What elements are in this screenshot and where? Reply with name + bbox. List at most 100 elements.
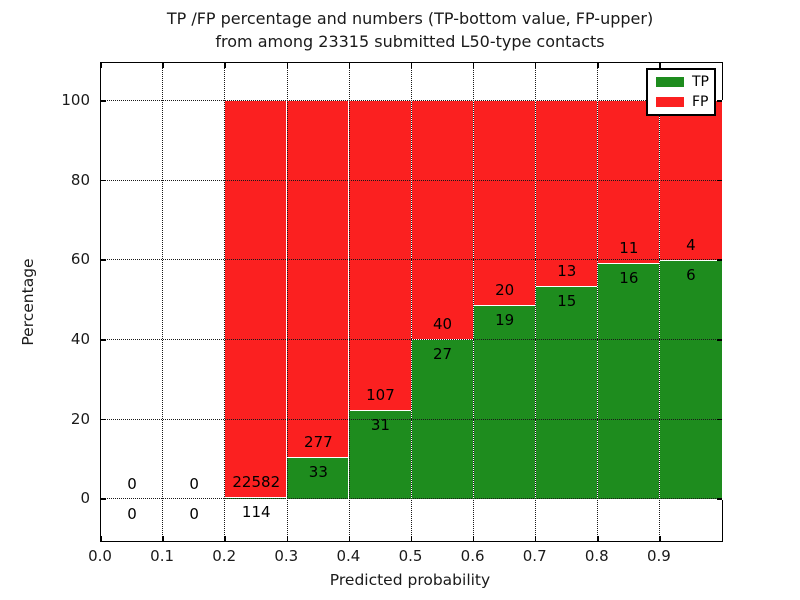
- tick-mark: [534, 536, 537, 541]
- bar-fp-segment: [224, 99, 289, 499]
- tick-mark: [224, 536, 226, 541]
- y-tick-label: 100: [61, 90, 90, 109]
- bar-tp-segment: [286, 455, 351, 501]
- gridline: [534, 63, 536, 541]
- fp-count-label: 22582: [232, 473, 281, 492]
- tick-mark: [717, 418, 722, 421]
- bar-tp-segment: [534, 284, 599, 501]
- x-tick-label: 0.6: [460, 547, 485, 565]
- tick-mark: [597, 63, 599, 68]
- plot-area: 0 0 0 0 22582 114 277 33 107 31 40 27 20 19 13 15 11 16 4 6…: [100, 62, 723, 542]
- x-tick-label: 0.1: [150, 547, 175, 565]
- x-tick-label: 0.8: [584, 547, 609, 565]
- gridline: [659, 63, 661, 541]
- fp-count-label: 13: [557, 261, 577, 280]
- legend-swatch-tp: [656, 77, 684, 87]
- gridline: [101, 100, 722, 102]
- chart-title: TP /FP percentage and numbers (TP-bottom…: [0, 7, 800, 53]
- tick-mark: [101, 498, 106, 500]
- chart-title-line1: TP /FP percentage and numbers (TP-bottom…: [166, 9, 654, 28]
- tick-mark: [717, 179, 722, 182]
- bar-fp-segment: [472, 99, 537, 307]
- legend-item-tp: TP: [656, 74, 709, 90]
- fp-count-label: 11: [619, 239, 639, 258]
- gridline: [597, 63, 599, 541]
- legend-label-tp: TP: [692, 74, 709, 90]
- gridline: [472, 63, 474, 541]
- bar-fp-segment: [410, 99, 475, 340]
- tick-mark: [286, 536, 289, 541]
- tick-mark: [162, 63, 164, 68]
- gridline: [286, 63, 288, 541]
- tick-mark: [101, 418, 106, 421]
- gridline: [101, 179, 722, 181]
- tp-count-label: 15: [557, 291, 577, 310]
- gridline: [162, 63, 164, 541]
- y-axis-label: Percentage: [19, 258, 37, 346]
- x-tick-label: 0.2: [212, 547, 237, 565]
- x-tick-label: 0.0: [88, 547, 112, 565]
- x-tick-label: 0.7: [522, 547, 547, 565]
- bar-fp-segment: [596, 99, 661, 265]
- gridline: [348, 63, 350, 541]
- y-tick-label: 20: [70, 409, 90, 428]
- fp-count-label: 4: [686, 236, 696, 255]
- gridline: [101, 259, 722, 261]
- x-tick-label: 0.9: [646, 547, 671, 565]
- y-tick-label: 40: [70, 329, 90, 348]
- y-tick-label: 60: [70, 250, 90, 269]
- tick-mark: [717, 498, 722, 500]
- legend-swatch-fp: [656, 97, 684, 107]
- gridline: [224, 63, 226, 541]
- bar-tp-segment: [658, 259, 723, 501]
- tp-count-label: 114: [241, 503, 271, 522]
- gridline: [410, 63, 412, 541]
- tick-mark: [100, 536, 102, 541]
- tick-mark: [659, 536, 661, 541]
- tp-count-label: 0: [189, 505, 199, 524]
- x-tick-label: 0.4: [336, 547, 361, 565]
- tick-mark: [410, 63, 413, 68]
- tick-mark: [101, 179, 106, 182]
- y-tick-label: 0: [80, 489, 90, 508]
- gridline: [101, 339, 722, 341]
- bar-fp-segment: [534, 99, 599, 287]
- tick-mark: [224, 63, 226, 68]
- fp-count-label: 0: [189, 475, 199, 494]
- bar-tp-segment: [348, 408, 413, 501]
- tick-mark: [597, 536, 599, 541]
- y-tick-label: 80: [70, 170, 90, 189]
- tick-mark: [348, 63, 351, 68]
- bar-tp-segment: [596, 262, 661, 501]
- tick-mark: [348, 536, 351, 541]
- gridline: [101, 498, 722, 500]
- tp-count-label: 27: [433, 344, 453, 363]
- tick-mark: [100, 63, 102, 68]
- tick-mark: [101, 339, 106, 341]
- fp-count-label: 40: [433, 314, 453, 333]
- tick-mark: [534, 63, 537, 68]
- bar-tp-segment: [224, 496, 289, 501]
- bar-tp-segment: [472, 304, 537, 501]
- fp-count-label: 0: [127, 475, 137, 494]
- tp-count-label: 0: [127, 505, 137, 524]
- bar-fp-segment: [348, 99, 413, 411]
- tick-mark: [410, 536, 413, 541]
- tick-mark: [717, 100, 722, 102]
- tick-mark: [162, 536, 164, 541]
- fp-count-label: 107: [366, 385, 395, 404]
- tick-mark: [286, 63, 289, 68]
- bar-fp-segment: [286, 99, 351, 458]
- legend-item-fp: FP: [656, 94, 709, 110]
- tick-mark: [717, 339, 722, 341]
- tick-mark: [659, 63, 661, 68]
- x-axis-label: Predicted probability: [329, 571, 491, 589]
- fp-count-label: 20: [495, 281, 515, 300]
- tp-count-label: 33: [308, 462, 328, 481]
- legend-label-fp: FP: [692, 94, 709, 110]
- tick-mark: [717, 259, 722, 261]
- tick-mark: [472, 536, 475, 541]
- tp-count-label: 31: [370, 415, 390, 434]
- tp-count-label: 19: [495, 311, 515, 330]
